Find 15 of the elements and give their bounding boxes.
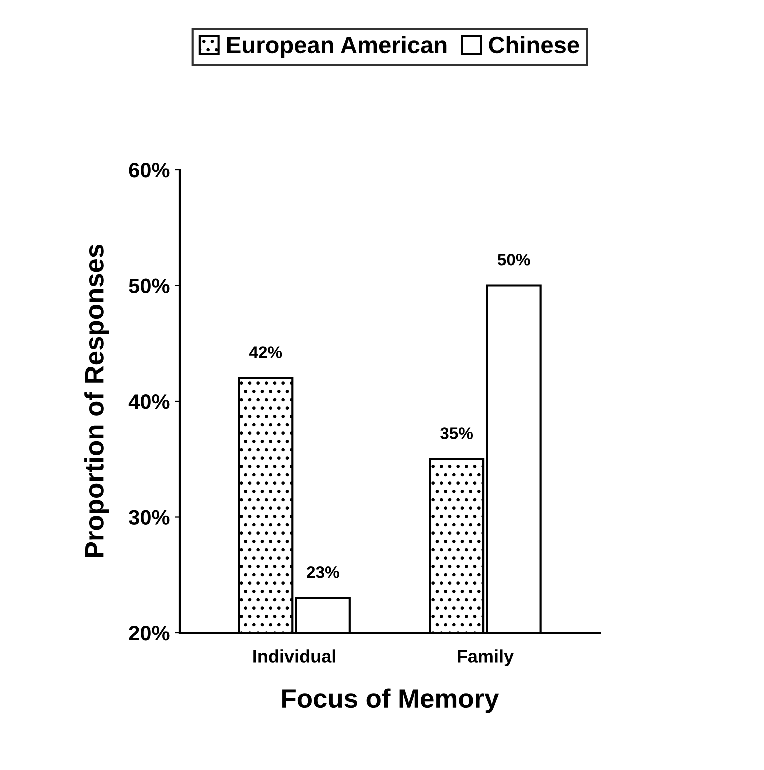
data-label: 42% xyxy=(249,346,282,358)
y-axis-title: Proportion of Responses xyxy=(84,244,110,558)
legend-label: European American xyxy=(227,36,447,58)
y-tick-label: 40% xyxy=(128,394,170,410)
y-tick-label: 20% xyxy=(129,626,170,641)
x-tick-label: Individual xyxy=(254,650,336,663)
legend-label: Chinese xyxy=(489,36,580,54)
y-tick-label: 50% xyxy=(129,278,170,294)
y-tick-label: 60% xyxy=(129,163,170,178)
y-tick-label: 30% xyxy=(129,510,170,526)
data-label: 23% xyxy=(307,566,340,578)
data-label: 35% xyxy=(440,428,474,440)
x-tick-label: Family xyxy=(458,650,514,666)
x-axis-title: Focus of Memory xyxy=(282,688,500,714)
data-label: 50% xyxy=(498,254,530,266)
